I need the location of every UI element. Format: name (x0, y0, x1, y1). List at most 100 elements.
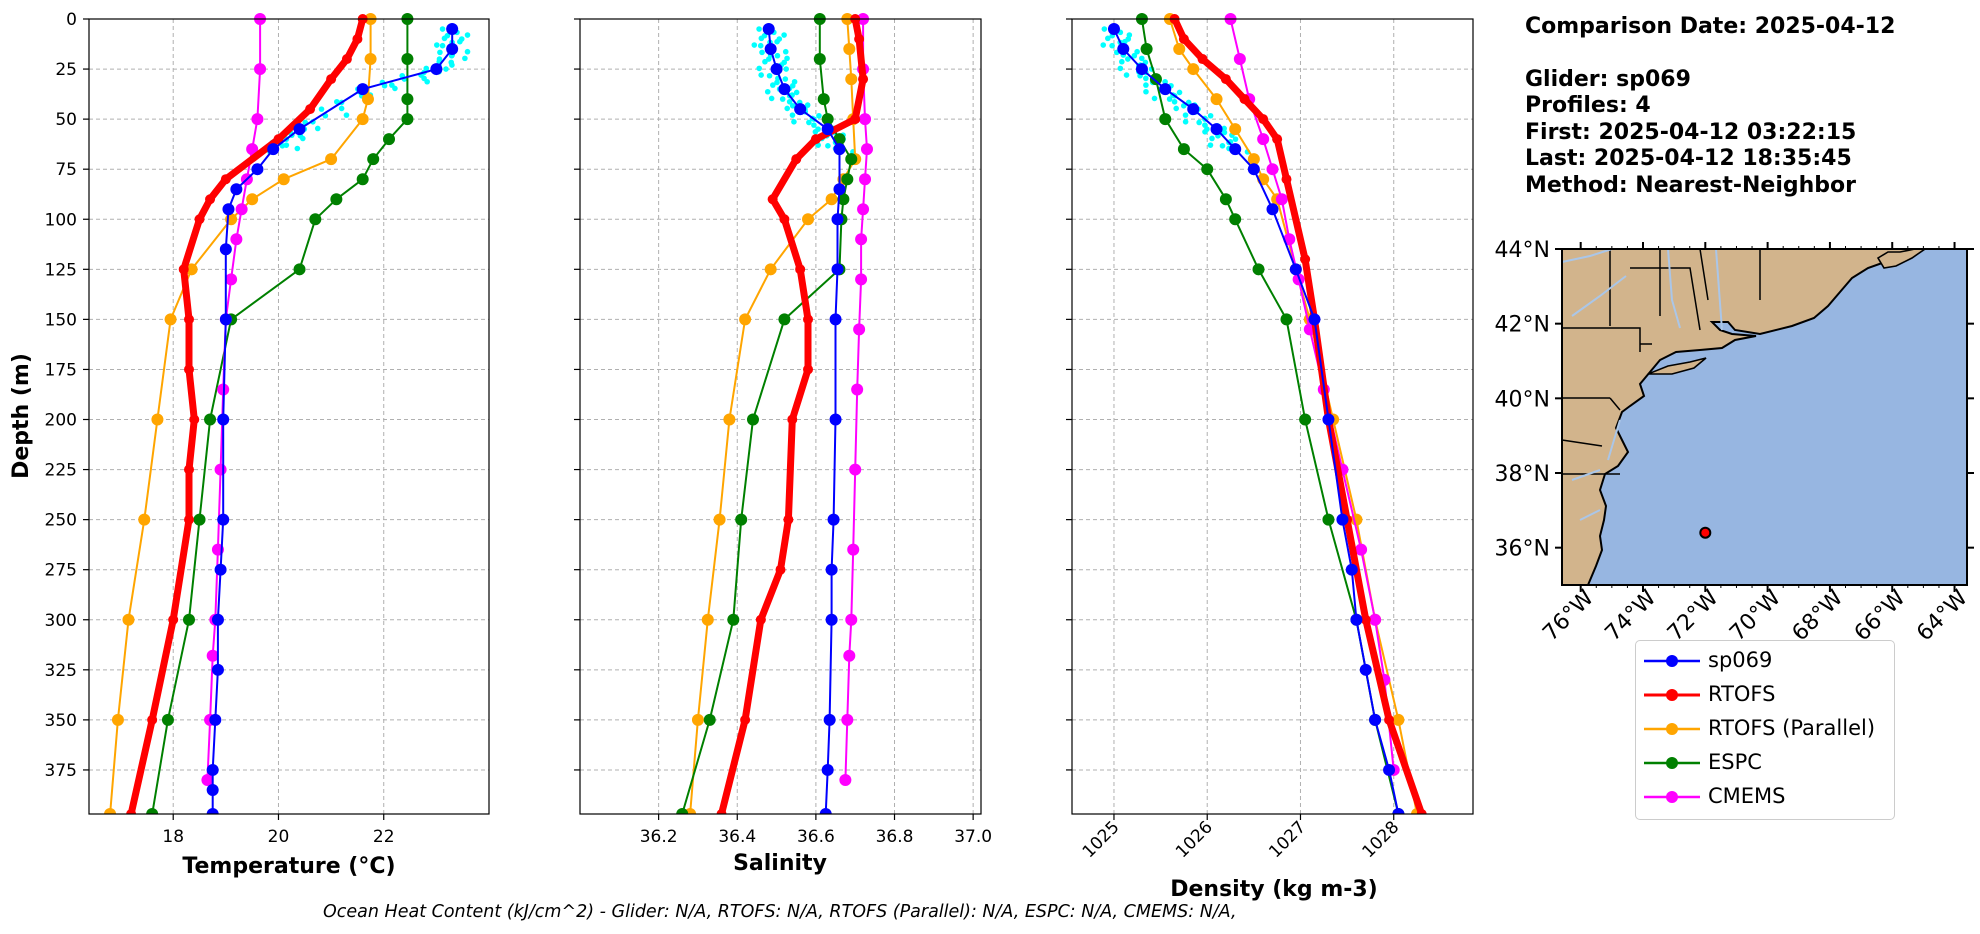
data-point (764, 263, 777, 276)
x-tick-label: 22 (373, 827, 395, 847)
data-point (837, 193, 850, 206)
data-point (841, 713, 854, 726)
raw-glider-point (1207, 112, 1214, 119)
data-point (383, 133, 395, 146)
data-point (1384, 714, 1395, 725)
temperature-panel: 0 25 50 75 100 125 150 175 200 225 250 275 300 325 350… (9, 10, 490, 879)
data-point (330, 193, 343, 206)
raw-glider-point (751, 42, 758, 48)
data-point (178, 264, 189, 275)
raw-glider-point (458, 36, 465, 42)
data-point (1247, 153, 1260, 166)
data-point (361, 93, 374, 106)
data-point (1266, 203, 1279, 216)
data-point (246, 143, 259, 156)
raw-glider-point (1162, 78, 1168, 85)
raw-glider-point (768, 95, 775, 102)
data-point (230, 183, 243, 196)
raw-glider-point (343, 112, 350, 118)
data-point (1266, 163, 1279, 176)
data-point (859, 173, 872, 186)
data-point (251, 163, 264, 176)
data-point (817, 93, 830, 106)
map-latitude-label: 40°N (1495, 387, 1550, 412)
data-point (1257, 133, 1270, 146)
data-point (1173, 43, 1186, 56)
map-latitude-label: 42°N (1495, 313, 1550, 338)
raw-glider-point (437, 49, 443, 56)
raw-glider-point (338, 105, 345, 112)
data-point (122, 613, 135, 626)
data-point (691, 713, 704, 726)
data-point (194, 214, 205, 225)
data-point (1135, 63, 1148, 76)
raw-glider-point (436, 56, 443, 62)
data-point (1281, 174, 1292, 185)
data-point (855, 233, 868, 246)
raw-glider-point (816, 112, 822, 119)
data-point (802, 213, 815, 226)
data-point (778, 83, 791, 96)
y-tick-label: 175 (45, 360, 77, 380)
raw-glider-point (1117, 65, 1124, 72)
data-point (839, 773, 852, 786)
data-point (787, 414, 798, 425)
data-point (151, 413, 164, 426)
y-tick-label: 50 (55, 110, 77, 130)
data-point (831, 213, 844, 226)
data-point (164, 313, 177, 326)
raw-glider-point (784, 55, 790, 62)
data-point (843, 649, 856, 662)
map-longitude-label: 70°W (1725, 585, 1786, 646)
map-latitude-label: 44°N (1495, 238, 1550, 263)
data-point (703, 713, 716, 726)
raw-glider-point (756, 65, 763, 72)
raw-glider-point (804, 102, 811, 108)
y-tick-label: 350 (45, 711, 77, 731)
map-longitude-label: 64°W (1912, 585, 1973, 646)
data-point (183, 613, 195, 626)
series-line (127, 18, 367, 814)
raw-glider-point (439, 42, 446, 49)
raw-glider-point (779, 96, 786, 102)
data-point (723, 413, 736, 426)
data-point (206, 783, 219, 796)
data-point (251, 113, 264, 126)
raw-glider-point (789, 102, 796, 109)
location-map: 76°W 74°W 72°W 70°W 68°W 66°W 64°W 36°N 38°N 40°N… (1495, 238, 1974, 646)
data-point (1233, 53, 1246, 66)
data-point (1369, 613, 1382, 626)
data-point (217, 513, 230, 526)
raw-glider-point (770, 82, 776, 88)
data-point (1107, 23, 1120, 36)
data-point (184, 514, 194, 525)
data-point (430, 63, 443, 76)
raw-glider-point (1100, 42, 1107, 48)
depth-axis-label: Depth (m) (9, 353, 34, 479)
data-point (775, 564, 786, 575)
legend-label: RTOFS (Parallel) (1708, 716, 1876, 740)
data-point (1117, 43, 1130, 56)
raw-glider-point (1182, 118, 1189, 125)
data-point (293, 123, 306, 136)
data-point (1416, 809, 1427, 814)
y-tick-label: 200 (45, 411, 77, 431)
raw-glider-point (781, 59, 788, 66)
data-point (1289, 263, 1302, 276)
data-point (845, 613, 858, 626)
series-line (151, 19, 409, 814)
y-tick-label: 375 (45, 761, 77, 781)
data-point (727, 613, 740, 626)
map-longitude-label: 68°W (1788, 585, 1849, 646)
raw-glider-point (1101, 26, 1108, 32)
raw-glider-point (1232, 136, 1239, 142)
raw-glider-point (1109, 42, 1115, 49)
series-line (109, 19, 372, 814)
data-point (401, 53, 414, 66)
data-point (1359, 663, 1372, 676)
data-point (293, 263, 306, 276)
data-point (1252, 263, 1265, 276)
series-line (206, 19, 262, 781)
data-point (860, 143, 873, 156)
data-point (1178, 34, 1189, 45)
